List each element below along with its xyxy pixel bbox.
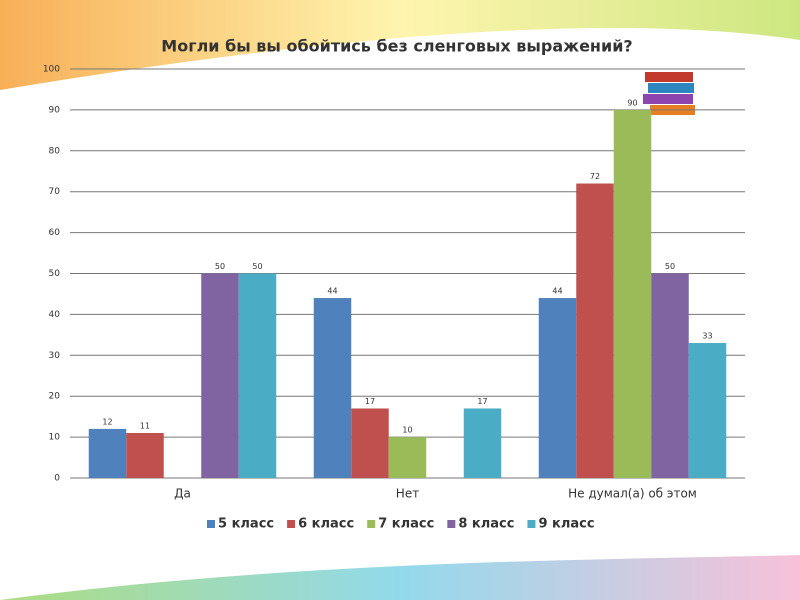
y-tick-label: 0: [54, 474, 60, 484]
value-label: 12: [102, 417, 112, 426]
legend-label: 8 класс: [458, 517, 514, 532]
bar: [613, 109, 652, 479]
bar: [201, 273, 239, 478]
value-label: 50: [665, 262, 675, 271]
y-tick-label: 30: [49, 351, 61, 361]
x-tick-label: Нет: [396, 487, 419, 501]
value-label: 50: [215, 262, 225, 271]
bar: [463, 408, 502, 478]
legend-label: 6 класс: [298, 517, 354, 532]
y-tick-label: 90: [49, 105, 61, 115]
bar: [126, 433, 164, 478]
x-tick-label: Да: [174, 487, 191, 501]
legend-label: 5 класс: [218, 517, 274, 532]
bar: [351, 408, 389, 478]
bar: [88, 428, 127, 478]
y-tick-label: 40: [49, 310, 61, 320]
y-tick-label: 10: [49, 433, 61, 443]
y-tick-label: 70: [49, 187, 61, 197]
legend-swatch: [207, 520, 215, 528]
decor-top: [0, 0, 800, 90]
legend-swatch: [287, 520, 296, 528]
legend-swatch: [447, 520, 456, 528]
y-tick-label: 50: [49, 269, 61, 279]
value-label: 72: [590, 172, 600, 181]
y-tick-label: 80: [49, 146, 61, 156]
plot: 0 10 20 30 40 50 60 70 80 90 100 Да 12 11 50 50 Нет 44 17 1…: [43, 65, 745, 532]
legend-swatch: [367, 520, 376, 528]
bar: [313, 298, 352, 478]
bar: [238, 273, 277, 478]
chart-title: Могли бы вы обойтись без сленговых выраж…: [161, 37, 632, 56]
bar: [538, 298, 577, 478]
x-tick-label: Не думал(а) об этом: [568, 487, 697, 501]
y-tick-label: 60: [49, 228, 61, 238]
value-label: 33: [702, 332, 712, 341]
legend-label: 9 класс: [538, 517, 594, 532]
value-label: 90: [627, 98, 637, 107]
legend-label: 7 класс: [378, 517, 434, 532]
value-label: 50: [252, 262, 262, 271]
bar: [688, 343, 727, 478]
bar: [651, 273, 689, 478]
value-label: 44: [327, 287, 337, 296]
value-label: 11: [140, 422, 150, 431]
decor-bottom: [0, 555, 800, 600]
legend-swatch: [527, 520, 536, 528]
y-tick-label: 100: [43, 65, 60, 75]
value-label: 17: [477, 397, 487, 406]
bar: [388, 437, 427, 478]
value-label: 17: [365, 397, 375, 406]
bar: [576, 183, 614, 478]
value-label: 44: [552, 287, 562, 296]
value-label: 10: [402, 426, 412, 435]
y-tick-label: 20: [49, 392, 61, 402]
